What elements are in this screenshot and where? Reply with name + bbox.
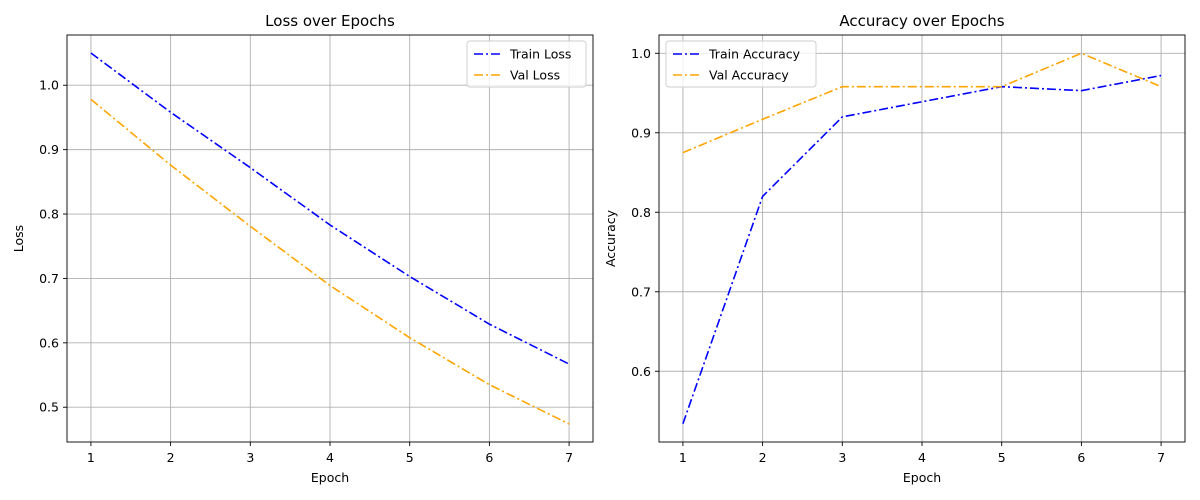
- legend-label: Train Accuracy: [708, 47, 801, 62]
- legend-label: Val Accuracy: [709, 68, 789, 83]
- x-tick-label: 2: [759, 450, 767, 465]
- x-tick-label: 1: [87, 450, 95, 465]
- legend-box: [665, 40, 817, 88]
- x-tick-label: 3: [838, 450, 846, 465]
- legend: Train Loss Val Loss: [466, 40, 587, 88]
- y-axis-label: Loss: [11, 225, 26, 252]
- x-tick-label: 6: [1077, 450, 1085, 465]
- chart-title: Loss over Epochs: [265, 12, 395, 30]
- y-tick-label: 0.7: [39, 271, 59, 286]
- accuracy-chart: Accuracy over Epochs 1 2 3 4 5 6 7 0.6 0.7 0.8 0.9 1…: [603, 12, 1186, 485]
- y-tick-label: 0.9: [631, 125, 651, 140]
- y-tick-label: 0.6: [631, 364, 651, 379]
- y-tick-label: 0.6: [39, 335, 59, 350]
- y-tick-label: 0.8: [39, 207, 59, 222]
- series-line-val-loss: [90, 98, 570, 425]
- y-tick-label: 0.7: [631, 284, 651, 299]
- x-tick-label: 7: [565, 450, 573, 465]
- plot-frame: [66, 34, 594, 443]
- plot-frame: [658, 34, 1186, 443]
- y-tick-label: 1.0: [39, 78, 59, 93]
- x-tick-label: 4: [326, 450, 334, 465]
- x-tick-label: 2: [167, 450, 175, 465]
- series-line-train-accuracy: [682, 74, 1162, 424]
- x-tick-label: 4: [918, 450, 926, 465]
- x-tick-label: 5: [998, 450, 1006, 465]
- y-tick-label: 0.5: [39, 400, 59, 415]
- x-tick-label: 3: [246, 450, 254, 465]
- x-tick-label: 6: [485, 450, 493, 465]
- y-tick-label: 0.9: [39, 142, 59, 157]
- legend-label: Train Loss: [509, 47, 571, 62]
- y-axis-label: Accuracy: [603, 209, 618, 267]
- x-tick-label: 1: [679, 450, 687, 465]
- loss-chart: Loss over Epochs 1 2 3 4 5 6 7 0.5 0.6 0.7 0.8 0.9 1.…: [11, 12, 594, 485]
- y-tick-label: 1.0: [631, 46, 651, 61]
- x-tick-label: 7: [1157, 450, 1165, 465]
- series-line-train-loss: [90, 52, 570, 365]
- x-axis-label: Epoch: [903, 470, 941, 485]
- legend-label: Val Loss: [510, 68, 560, 83]
- y-tick-label: 0.8: [631, 205, 651, 220]
- x-axis-label: Epoch: [311, 470, 349, 485]
- chart-title: Accuracy over Epochs: [839, 12, 1004, 30]
- series-line-val-accuracy: [682, 52, 1162, 154]
- x-tick-label: 5: [406, 450, 414, 465]
- legend: Train Accuracy Val Accuracy: [665, 40, 817, 88]
